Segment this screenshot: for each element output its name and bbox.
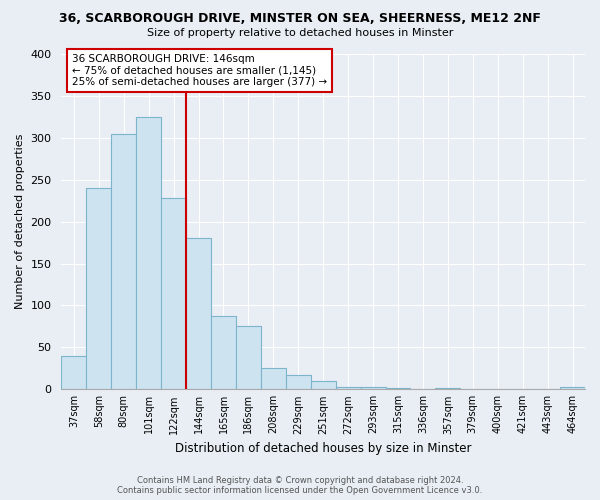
Bar [111, 134, 136, 390]
Bar [161, 198, 186, 390]
Bar [335, 387, 361, 390]
Bar [61, 356, 86, 390]
Bar [436, 388, 460, 390]
Y-axis label: Number of detached properties: Number of detached properties [15, 134, 25, 310]
Bar [211, 316, 236, 390]
Text: Size of property relative to detached houses in Minster: Size of property relative to detached ho… [147, 28, 453, 38]
Bar [236, 326, 261, 390]
Bar [136, 117, 161, 390]
Bar [261, 368, 286, 390]
Bar [361, 387, 386, 390]
Bar [311, 381, 335, 390]
Text: 36, SCARBOROUGH DRIVE, MINSTER ON SEA, SHEERNESS, ME12 2NF: 36, SCARBOROUGH DRIVE, MINSTER ON SEA, S… [59, 12, 541, 26]
Text: 36 SCARBOROUGH DRIVE: 146sqm
← 75% of detached houses are smaller (1,145)
25% of: 36 SCARBOROUGH DRIVE: 146sqm ← 75% of de… [72, 54, 327, 87]
Bar [86, 188, 111, 390]
Bar [386, 388, 410, 390]
X-axis label: Distribution of detached houses by size in Minster: Distribution of detached houses by size … [175, 442, 472, 455]
Text: Contains HM Land Registry data © Crown copyright and database right 2024.
Contai: Contains HM Land Registry data © Crown c… [118, 476, 482, 495]
Bar [560, 387, 585, 390]
Bar [286, 375, 311, 390]
Bar [186, 238, 211, 390]
